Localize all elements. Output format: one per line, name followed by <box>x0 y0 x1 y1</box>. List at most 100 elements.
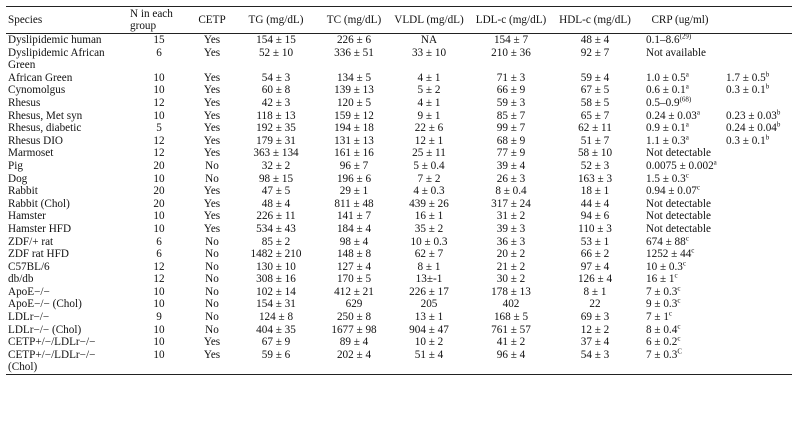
cell-hdl-text: 53 ± 1 <box>580 235 610 248</box>
cell-tc-text: 629 <box>345 298 363 311</box>
cell-ldl: 77 ± 9 <box>468 147 554 160</box>
cell-tg-text: 32 ± 2 <box>261 159 291 172</box>
cell-crp-extra <box>724 236 792 249</box>
cell-ldl-text: 39 ± 3 <box>496 222 526 235</box>
cell-tc-text: 226 ± 6 <box>336 34 372 46</box>
cell-tg-text: 130 ± 10 <box>256 260 296 273</box>
cell-species: Marmoset <box>6 147 128 160</box>
cell-crp-text: 0.6 ± 0.1 <box>646 84 686 97</box>
cell-hdl-text: 18 ± 1 <box>580 185 610 198</box>
footnote-marker: a <box>713 158 717 167</box>
cell-ldl-text: 402 <box>502 298 520 311</box>
cell-cetp-text: No <box>205 248 219 261</box>
footnote-marker: b <box>765 82 770 91</box>
cell-species: Dyslipidemic human <box>6 34 128 47</box>
cell-crp: 1252 ± 44c <box>636 247 724 261</box>
cell-vldl-text: 8 ± 1 <box>417 260 441 273</box>
cell-species: CETP+/−/LDLr−/− (Chol) <box>6 348 128 376</box>
cell-ldl-text: 210 ± 36 <box>491 46 531 59</box>
cell-crp-text: 0.0075 ± 0.002 <box>646 159 714 172</box>
cell-n: 6 <box>128 236 190 249</box>
cell-tc: 194 ± 18 <box>318 122 390 135</box>
table-row: Dyslipidemic human 15 Yes 154 ± 15 226 ± 6 NA… <box>6 33 792 47</box>
cell-crp-text: 0.1–8.6 <box>646 34 680 46</box>
cell-species-text: Dyslipidemic human <box>8 34 102 46</box>
cell-crp-extra: 0.3 ± 0.1b <box>724 82 792 97</box>
cell-vldl-text: 62 ± 7 <box>414 248 444 261</box>
cell-cetp: Yes <box>190 34 234 47</box>
cell-species-text: Pig <box>8 159 23 172</box>
cell-crp-extra <box>724 324 792 337</box>
header-ldl: LDL-c (mg/dL) <box>468 6 554 34</box>
cell-n-text: 15 <box>153 34 165 46</box>
cell-crp-text: Not detectable <box>646 210 711 223</box>
cell-cetp-text: No <box>205 172 219 185</box>
cell-tg: 124 ± 8 <box>234 311 318 324</box>
cell-species: LDLr−/− <box>6 311 128 324</box>
cell-species-text: LDLr−/− <box>8 311 50 324</box>
cell-ldl: 168 ± 5 <box>468 311 554 324</box>
cell-cetp: Yes <box>190 223 234 236</box>
footnote-marker: c <box>677 284 681 293</box>
cell-crp-text: 10 ± 0.3 <box>646 260 683 273</box>
cell-cetp-text: No <box>205 235 219 248</box>
cell-tc-text: 336 ± 51 <box>334 46 374 59</box>
cell-cetp-text: Yes <box>203 122 221 135</box>
cell-n: 10 <box>128 223 190 236</box>
cell-n-text: 10 <box>153 172 165 185</box>
table-row: Rhesus, diabetic 5 Yes 192 ± 35 194 ± 18 22 ±… <box>6 121 792 135</box>
cell-vldl: 33 ± 10 <box>390 47 468 72</box>
cell-ldl-text: 39 ± 4 <box>496 159 526 172</box>
cell-cetp: Yes <box>190 135 234 148</box>
cell-n: 12 <box>128 261 190 274</box>
cell-tg-text: 192 ± 35 <box>256 122 296 135</box>
cell-tg: 154 ± 31 <box>234 298 318 311</box>
cell-tg: 363 ± 134 <box>234 147 318 160</box>
cell-vldl-text: 4 ± 1 <box>417 96 441 109</box>
cell-ldl-text: 71 ± 3 <box>496 71 526 84</box>
cell-tg-text: 98 ± 15 <box>258 172 294 185</box>
cell-species: Rhesus DIO <box>6 135 128 148</box>
cell-cetp: No <box>190 298 234 311</box>
cell-cetp: Yes <box>190 210 234 223</box>
cell-hdl: 62 ± 11 <box>554 122 636 135</box>
cell-ldl: 20 ± 2 <box>468 248 554 261</box>
cell-species: Pig <box>6 160 128 173</box>
cell-n-text: 5 <box>156 122 162 135</box>
table-row: C57BL/6 12 No 130 ± 10 127 ± 4 8 ± 1 21 ± 2 97 … <box>6 259 792 274</box>
cell-vldl: 51 ± 4 <box>390 348 468 376</box>
cell-cetp-text: Yes <box>203 96 221 109</box>
cell-tc-text: 194 ± 18 <box>334 122 374 135</box>
cell-n: 10 <box>128 336 190 349</box>
cell-ldl: 26 ± 3 <box>468 173 554 186</box>
footnote-marker: b <box>776 107 781 116</box>
cell-species-text: C57BL/6 <box>8 260 50 273</box>
cell-crp-text: 674 ± 88 <box>646 235 686 248</box>
cell-cetp-text: Yes <box>203 336 221 349</box>
cell-crp: 0.5–0.9(68) <box>636 96 724 110</box>
cell-tg: 54 ± 3 <box>234 72 318 85</box>
cell-species: Rhesus <box>6 97 128 110</box>
cell-species: db/db <box>6 273 128 286</box>
cell-tg-text: 404 ± 35 <box>256 323 296 336</box>
table-row: LDLr−/− 9 No 124 ± 8 250 ± 8 13 ± 1 168 ± 5 69 … <box>6 310 792 324</box>
cell-crp: 1.0 ± 0.5a <box>636 71 724 85</box>
header-hdl: HDL-c (mg/dL) <box>554 6 636 34</box>
cell-cetp: Yes <box>190 84 234 97</box>
cell-cetp-text: Yes <box>203 185 221 198</box>
cell-tc-text: 159 ± 12 <box>334 109 374 122</box>
cell-tc: 196 ± 6 <box>318 173 390 186</box>
cell-tg: 1482 ± 210 <box>234 248 318 261</box>
cell-hdl: 67 ± 5 <box>554 84 636 97</box>
cell-tg-text: 54 ± 3 <box>261 71 291 84</box>
cell-n: 10 <box>128 84 190 97</box>
cell-tg: 48 ± 4 <box>234 198 318 211</box>
header-cetp: CETP <box>190 6 234 34</box>
cell-tc: 811 ± 48 <box>318 198 390 211</box>
cell-ldl: 210 ± 36 <box>468 47 554 72</box>
cell-cetp-text: Yes <box>203 147 221 160</box>
cell-vldl: 13±-1 <box>390 273 468 286</box>
cell-tg-text: 85 ± 2 <box>261 235 291 248</box>
cell-tg: 118 ± 13 <box>234 110 318 123</box>
cell-n: 12 <box>128 97 190 110</box>
